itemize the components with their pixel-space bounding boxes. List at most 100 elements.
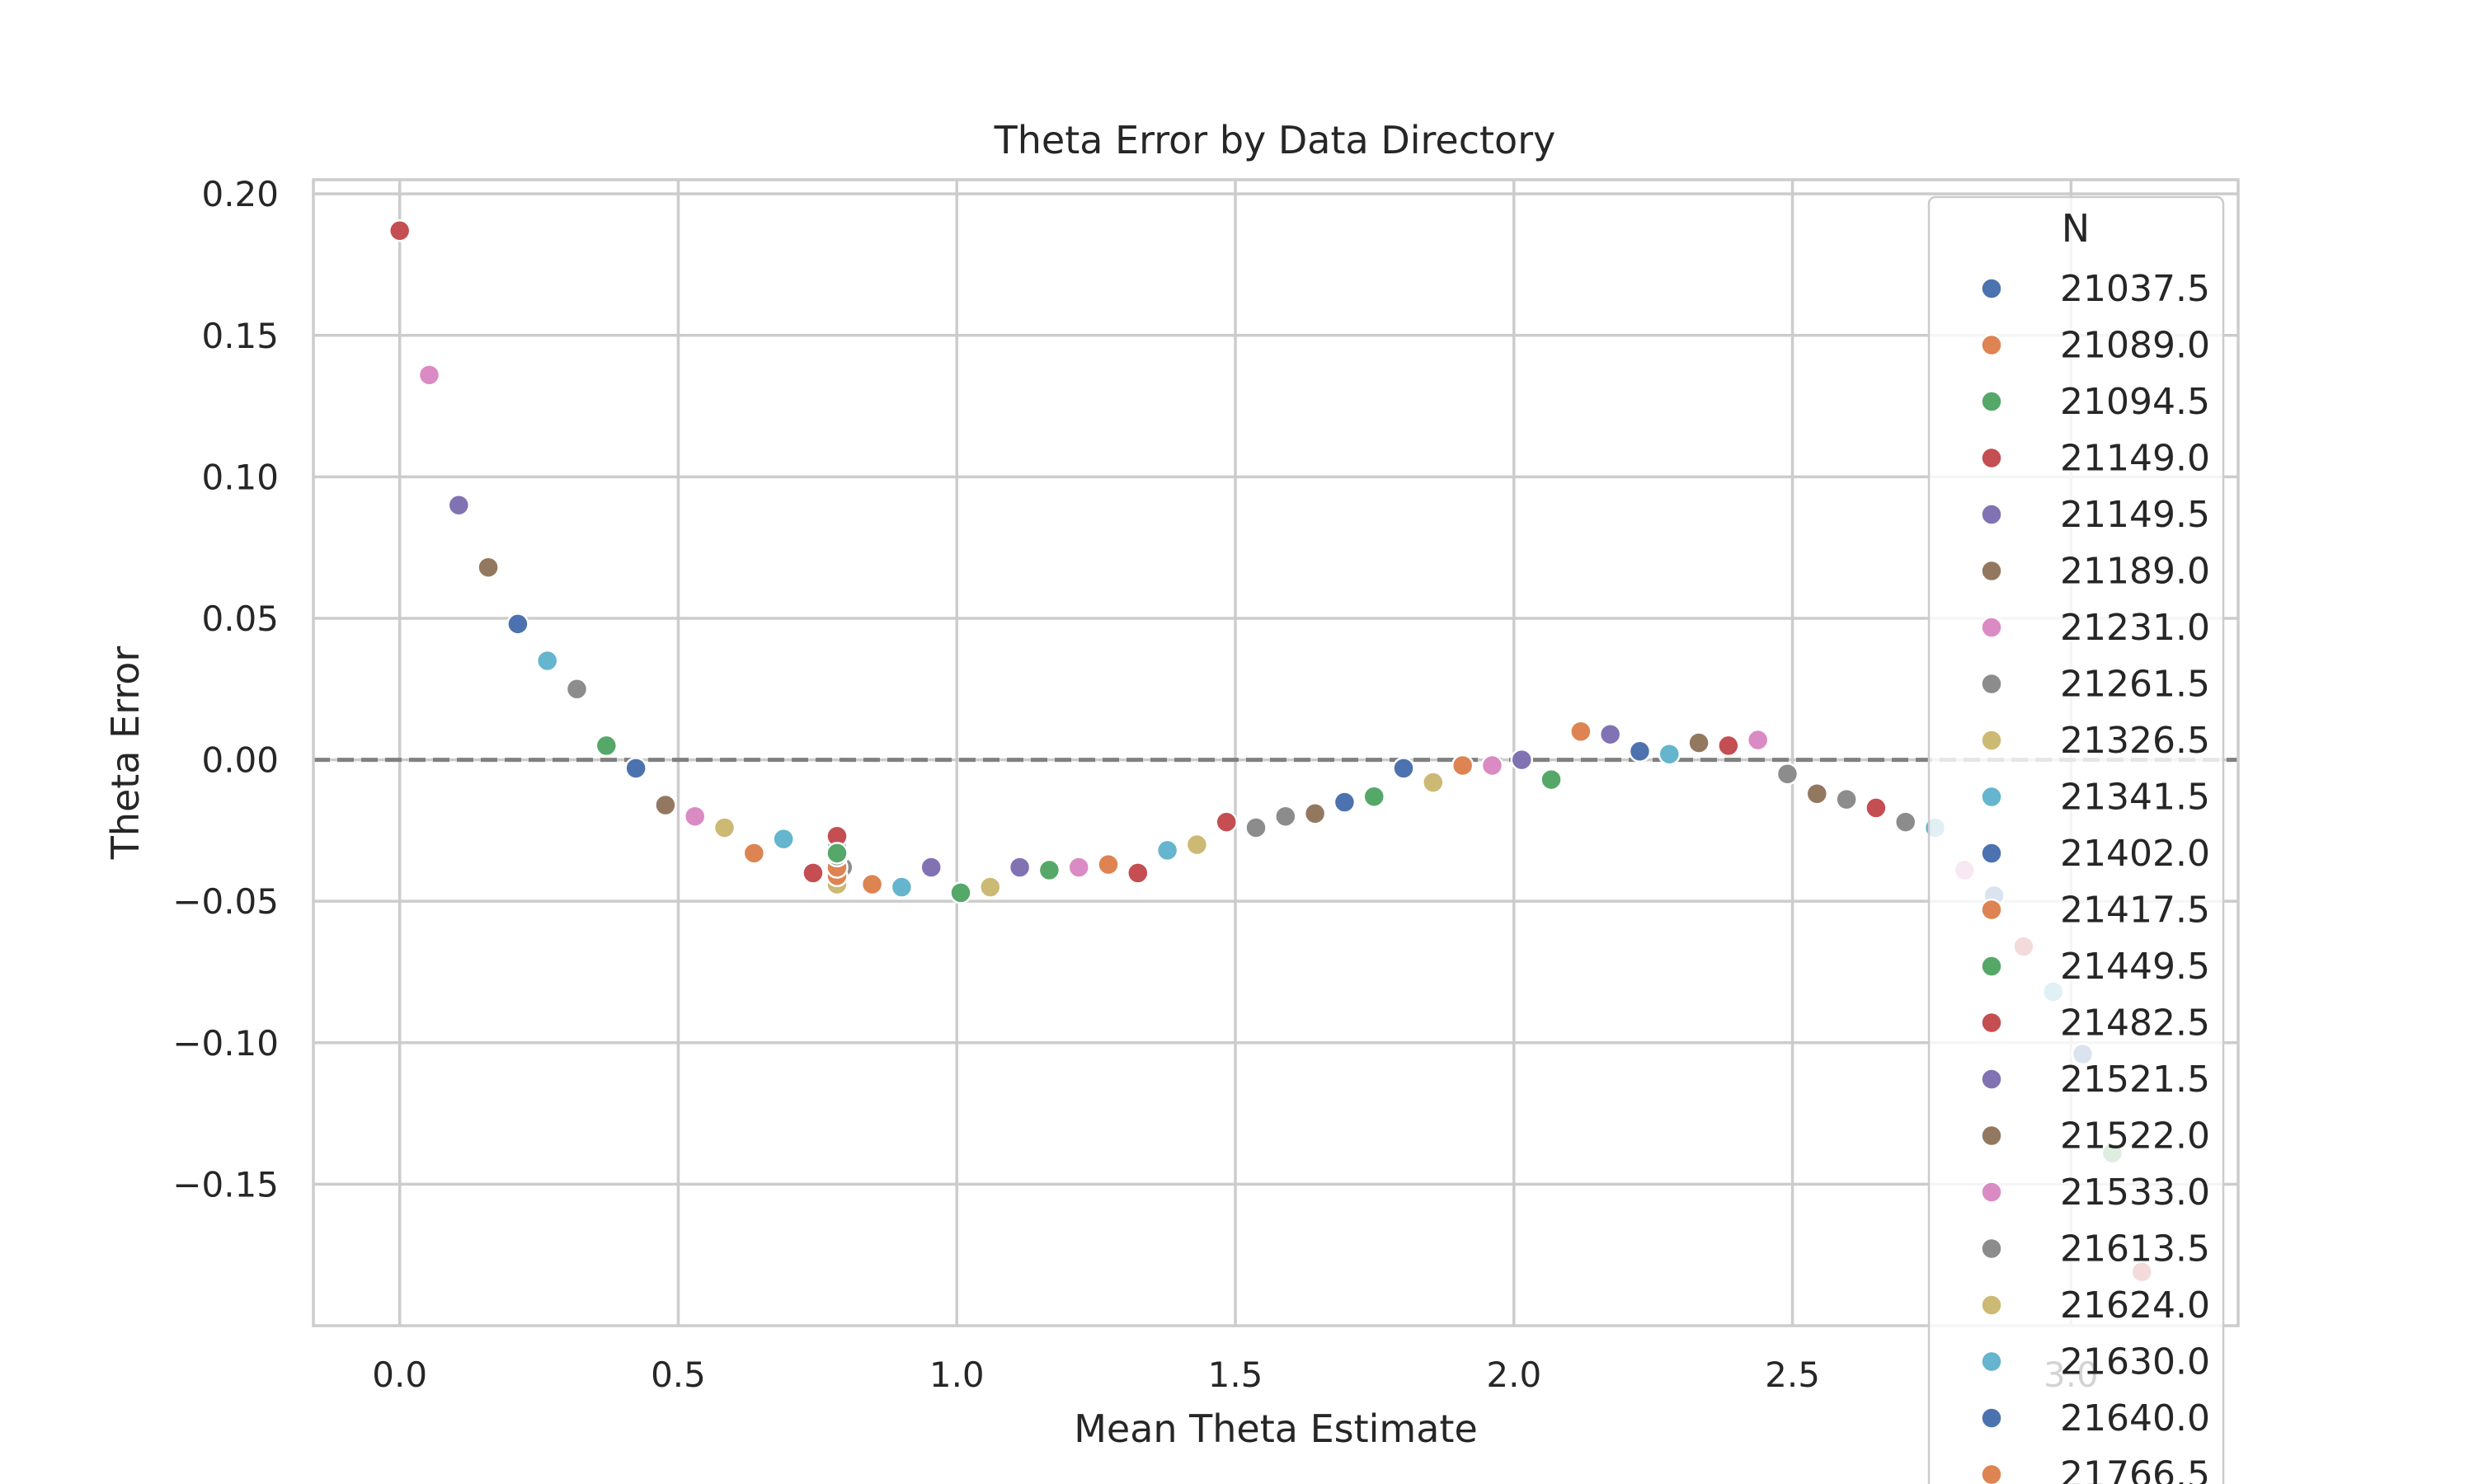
plot-background — [313, 180, 2238, 1326]
data-point — [388, 219, 412, 242]
data-point — [713, 816, 736, 839]
legend-label: 21189.0 — [2060, 551, 2210, 593]
data-point — [1422, 771, 1445, 794]
data-point — [506, 613, 529, 636]
legend-label: 21613.5 — [2060, 1228, 2210, 1270]
data-point — [1776, 762, 1799, 786]
data-point — [1598, 722, 1622, 746]
legend-label: 21037.5 — [2060, 268, 2210, 310]
data-point — [565, 678, 589, 701]
legend-label: 21326.5 — [2060, 720, 2210, 762]
data-point — [1333, 791, 1357, 814]
data-point — [1244, 816, 1268, 839]
data-point — [1865, 796, 1888, 819]
legend-marker — [1980, 1407, 2003, 1430]
data-point — [1097, 852, 1120, 876]
data-point — [949, 881, 972, 904]
data-point — [802, 862, 825, 885]
legend-label: 21149.0 — [2060, 438, 2210, 480]
y-tick-label: −0.15 — [172, 1164, 279, 1205]
legend-label: 21094.5 — [2060, 381, 2210, 423]
legend-label: 21402.0 — [2060, 833, 2210, 875]
legend-label: 21261.5 — [2060, 664, 2210, 706]
legend-marker — [1980, 333, 2003, 357]
y-tick-label: 0.00 — [201, 740, 279, 781]
legend-label: 21640.0 — [2060, 1397, 2210, 1439]
data-point — [1687, 731, 1710, 754]
data-point — [860, 872, 884, 896]
y-axis-label: Theta Error — [103, 646, 148, 861]
legend-label: 21630.0 — [2060, 1341, 2210, 1383]
y-tick-label: 0.05 — [201, 599, 279, 639]
legend-marker — [1980, 616, 2003, 639]
data-point — [920, 856, 943, 879]
data-point — [1392, 757, 1415, 780]
x-axis-label: Mean Theta Estimate — [1074, 1407, 1478, 1451]
data-point — [683, 805, 707, 828]
data-point — [742, 842, 766, 865]
legend-marker — [1980, 672, 2003, 696]
legend-label: 21766.5 — [2060, 1454, 2210, 1484]
data-point — [1628, 740, 1652, 763]
legend-label: 21624.0 — [2060, 1284, 2210, 1327]
x-tick-label: 1.5 — [1208, 1355, 1263, 1395]
data-point — [624, 757, 647, 780]
x-tick-label: 0.0 — [372, 1355, 427, 1395]
legend-label: 21482.5 — [2060, 1003, 2210, 1045]
data-point — [1274, 805, 1297, 828]
data-point — [1893, 810, 1917, 834]
data-point — [1658, 742, 1681, 766]
legend-label: 21089.0 — [2060, 325, 2210, 367]
legend-marker — [1980, 1237, 2003, 1261]
legend-marker — [1980, 1181, 2003, 1204]
data-point — [772, 827, 795, 851]
data-point — [1067, 856, 1090, 879]
data-point — [1746, 728, 1770, 752]
y-tick-label: 0.10 — [201, 457, 279, 497]
y-tick-labels: 0.20 0.15 0.10 0.05 0.00 −0.05 −0.10 −0.15 — [172, 174, 279, 1205]
legend-label: 21417.5 — [2060, 890, 2210, 932]
legend-label: 21521.5 — [2060, 1059, 2210, 1101]
data-point — [1155, 838, 1179, 862]
y-tick-label: −0.10 — [172, 1023, 279, 1064]
y-tick-label: −0.05 — [172, 881, 279, 922]
data-point — [654, 793, 677, 817]
data-point — [1510, 748, 1534, 772]
legend-marker — [1980, 277, 2003, 300]
x-tick-label: 2.5 — [1765, 1355, 1820, 1395]
data-point — [1451, 754, 1475, 777]
data-point — [825, 842, 849, 865]
legend-marker — [1980, 1463, 2003, 1484]
chart-title: Theta Error by Data Directory — [994, 118, 1556, 162]
legend-marker — [1980, 898, 2003, 922]
data-point — [1303, 802, 1327, 825]
legend-marker — [1980, 1011, 2003, 1035]
legend-marker — [1980, 559, 2003, 583]
x-tick-label: 2.0 — [1486, 1355, 1541, 1395]
x-tick-label: 1.0 — [929, 1355, 985, 1395]
data-point — [595, 734, 618, 758]
data-point — [1717, 734, 1740, 758]
legend-box — [1927, 195, 2225, 1484]
legend-marker — [1980, 1294, 2003, 1317]
legend-label: 21449.5 — [2060, 946, 2210, 988]
legend-title: N — [2062, 206, 2090, 251]
data-point — [1569, 720, 1592, 744]
legend-marker — [1980, 1350, 2003, 1374]
legend-marker — [1980, 1068, 2003, 1091]
legend-entries: 21037.5 21089.0 21094.5 21149.0 21149.5 21189… — [1980, 268, 2210, 1484]
data-point — [447, 493, 471, 517]
data-point — [535, 649, 559, 673]
legend-marker — [1980, 503, 2003, 526]
data-point — [890, 876, 914, 899]
data-point — [1008, 856, 1032, 879]
legend: N 21037.5 21089.0 21094.5 21149.0 21149.5 211… — [1927, 195, 2225, 1484]
legend-label: 21341.5 — [2060, 777, 2210, 819]
data-point — [1126, 862, 1150, 885]
legend-marker — [1980, 1124, 2003, 1148]
data-point — [477, 556, 500, 579]
legend-marker — [1980, 390, 2003, 413]
y-tick-label: 0.15 — [201, 316, 279, 356]
legend-marker — [1980, 729, 2003, 752]
